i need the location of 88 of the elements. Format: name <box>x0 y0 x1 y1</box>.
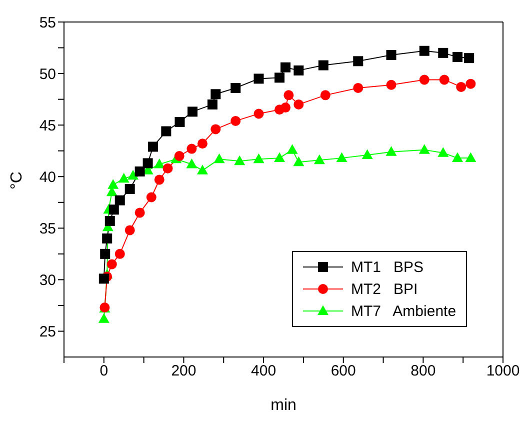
point <box>134 208 145 218</box>
point <box>154 174 164 185</box>
point <box>98 313 110 323</box>
point <box>466 78 476 89</box>
point <box>353 82 364 93</box>
point <box>210 89 221 100</box>
y-axis-title: °C <box>8 172 26 190</box>
point <box>320 90 330 100</box>
point <box>280 62 290 72</box>
point <box>124 225 135 236</box>
legend-label: MT7 Ambiente <box>351 302 456 320</box>
legend-label: MT2 BPI <box>351 280 418 298</box>
point <box>419 74 430 85</box>
point <box>418 144 430 154</box>
point <box>280 102 290 113</box>
point <box>114 195 125 206</box>
point <box>386 146 397 156</box>
point <box>114 248 125 259</box>
point <box>210 124 221 134</box>
point <box>196 164 208 174</box>
point <box>146 192 156 202</box>
point <box>452 52 463 62</box>
y-tick-label: 55 <box>39 14 56 32</box>
point <box>161 126 172 136</box>
point <box>274 72 285 83</box>
point <box>254 74 264 84</box>
point <box>106 259 117 270</box>
point <box>162 163 173 174</box>
point <box>253 153 264 164</box>
point <box>362 149 373 159</box>
y-tick-label: 45 <box>39 117 56 134</box>
point <box>174 151 184 161</box>
point <box>386 50 396 60</box>
y-tick-label: 25 <box>39 324 56 341</box>
x-tick-label: 600 <box>330 362 356 380</box>
x-tick-label: 0 <box>100 362 108 380</box>
point <box>154 158 165 168</box>
point <box>284 90 294 100</box>
point <box>439 74 450 85</box>
point <box>438 147 449 157</box>
point <box>254 108 264 119</box>
point <box>128 170 139 180</box>
point <box>294 99 304 110</box>
point <box>318 60 328 70</box>
point <box>108 179 119 189</box>
point <box>207 99 218 110</box>
point <box>188 106 198 117</box>
x-tick-label: 800 <box>410 362 436 380</box>
point <box>456 82 466 92</box>
point <box>353 56 364 66</box>
y-tick-label: 30 <box>39 272 56 290</box>
point <box>465 152 476 162</box>
point <box>108 204 119 215</box>
point <box>286 144 298 154</box>
x-axis-title: min <box>270 397 296 414</box>
point <box>104 216 115 226</box>
point <box>186 158 198 168</box>
point <box>102 233 112 244</box>
point <box>452 152 464 162</box>
point <box>294 65 304 76</box>
point <box>142 158 153 168</box>
point <box>197 138 208 149</box>
x-tick-label: 200 <box>171 362 196 380</box>
point <box>464 53 474 64</box>
point <box>274 152 286 162</box>
point <box>336 152 348 162</box>
point <box>386 80 396 90</box>
point <box>230 116 241 126</box>
x-tick-label: 1000 <box>486 362 520 380</box>
point <box>118 172 130 183</box>
point <box>174 116 185 127</box>
y-tick-label: 35 <box>39 220 56 238</box>
point <box>314 154 325 164</box>
point <box>214 153 225 164</box>
point <box>186 144 197 154</box>
point <box>134 166 145 176</box>
y-tick-label: 40 <box>39 168 56 186</box>
point <box>419 46 430 56</box>
point <box>293 156 304 166</box>
point <box>124 184 135 194</box>
y-tick-label: 50 <box>39 66 56 83</box>
point <box>438 48 448 58</box>
point <box>234 155 246 166</box>
point <box>148 142 158 152</box>
point <box>230 82 241 93</box>
x-tick-label: 400 <box>251 362 276 380</box>
point <box>100 248 110 259</box>
legend-label: MT1 BPS <box>351 258 424 276</box>
